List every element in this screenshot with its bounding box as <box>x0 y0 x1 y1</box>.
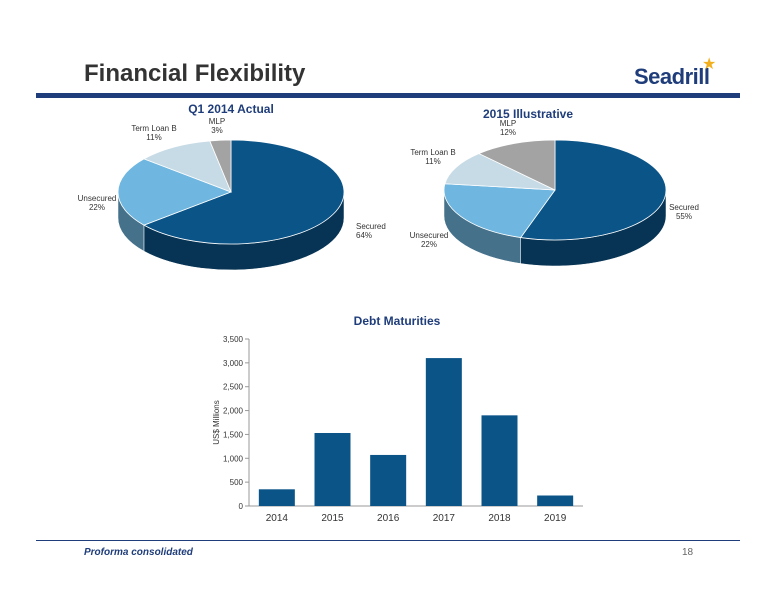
y-axis-label: US$ Millions <box>212 400 221 444</box>
pie-slice-unsecured <box>117 158 233 226</box>
x-tick-label: 2016 <box>377 513 400 524</box>
bar-2018 <box>481 415 518 506</box>
seadrill-logo: Seadrill ★ <box>634 56 724 92</box>
y-tick-label: 500 <box>230 478 244 487</box>
pie-label-secured: Secured <box>356 222 386 231</box>
pie-value-mlp: 12% <box>500 128 516 137</box>
x-tick-label: 2019 <box>544 513 567 524</box>
y-tick-label: 2,000 <box>223 407 244 416</box>
y-tick-label: 1,500 <box>223 430 244 439</box>
star-icon: ★ <box>702 56 717 73</box>
pie-value-unsecured: 22% <box>89 203 105 212</box>
pie-value-unsecured: 22% <box>421 240 437 249</box>
x-tick-label: 2017 <box>433 513 456 524</box>
pie-value-mlp: 3% <box>211 126 223 135</box>
pie-title: Q1 2014 Actual <box>188 102 274 116</box>
y-tick-label: 3,500 <box>223 335 244 344</box>
bar-chart-debt-maturities: Debt Maturities US$ Millions 0 500 1,000 1,50… <box>212 314 583 524</box>
title-rule <box>36 93 740 98</box>
y-tick-label: 3,000 <box>223 359 244 368</box>
pie-label-mlp: MLP <box>500 119 516 128</box>
bar-chart-title: Debt Maturities <box>354 314 441 328</box>
footer-note: Proforma consolidated <box>84 547 193 558</box>
pie-value-term-loan-b: 11% <box>425 157 440 166</box>
bar-2019 <box>537 495 574 506</box>
bar-2017 <box>425 358 462 506</box>
pie-label-term-loan-b: Term Loan B <box>410 148 455 157</box>
pie-label-secured: Secured <box>669 203 699 212</box>
y-tick-label: 0 <box>239 502 244 511</box>
pie-value-secured: 55% <box>676 212 692 221</box>
pie-label-term-loan-b: Term Loan B <box>131 124 176 133</box>
logo-text: Seadrill <box>634 64 710 89</box>
x-tick-label: 2018 <box>488 513 511 524</box>
charts-canvas: Q1 2014 ActualSecured64%Unsecured22%Term… <box>78 102 699 524</box>
pie-slice-secured <box>519 139 667 241</box>
x-tick-label: 2014 <box>266 513 289 524</box>
bar-2014 <box>258 489 295 506</box>
pie-slice-term-loan-b <box>444 153 556 191</box>
footer-rule <box>36 540 740 541</box>
page-title: Financial Flexibility <box>84 60 306 87</box>
pie-value-secured: 64% <box>356 231 372 240</box>
pie-label-unsecured: Unsecured <box>78 194 117 203</box>
y-tick-label: 2,500 <box>223 383 244 392</box>
bar-2016 <box>370 454 407 506</box>
pie-value-term-loan-b: 11% <box>146 133 161 142</box>
pie-slice-unsecured <box>443 183 556 238</box>
pie-slice-mlp <box>209 139 232 193</box>
y-tick-label: 1,000 <box>223 454 244 463</box>
bar-2015 <box>314 432 351 506</box>
pie-label-mlp: MLP <box>209 117 225 126</box>
pie-label-unsecured: Unsecured <box>410 231 449 240</box>
pie-title: 2015 Illustrative <box>483 107 573 121</box>
pie-slice-secured <box>142 139 345 245</box>
pie-slice-mlp <box>478 139 556 191</box>
page-number: 18 <box>682 547 694 558</box>
x-tick-label: 2015 <box>321 513 344 524</box>
pie-slice-term-loan-b <box>142 140 232 193</box>
